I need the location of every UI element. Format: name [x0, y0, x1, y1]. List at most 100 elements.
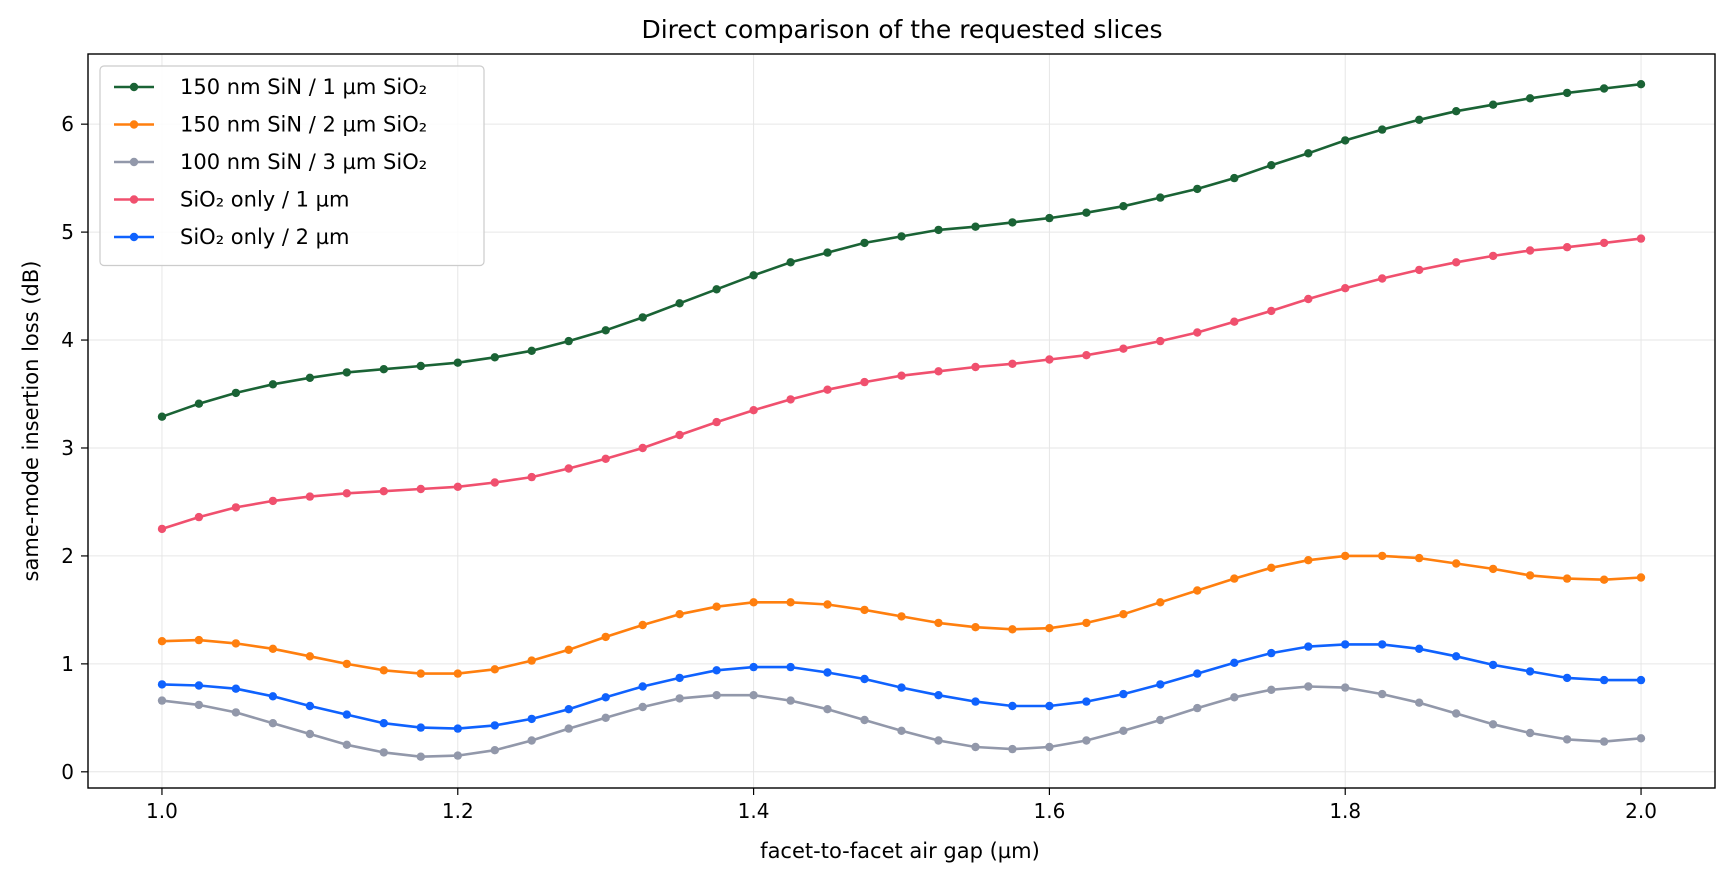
data-point — [194, 681, 204, 690]
data-point — [194, 700, 204, 710]
data-point — [971, 222, 980, 231]
data-point — [342, 659, 351, 669]
data-point — [934, 736, 943, 745]
data-point — [1156, 336, 1165, 346]
data-point — [1193, 703, 1202, 713]
legend-box — [99, 65, 485, 267]
data-point — [601, 632, 610, 642]
data-point — [1378, 551, 1387, 561]
data-point — [1415, 553, 1424, 563]
chart-title: Direct comparison of the requested slice… — [641, 15, 1162, 44]
data-point — [897, 683, 906, 692]
data-point — [675, 299, 684, 308]
data-point — [601, 713, 610, 722]
grid — [88, 54, 1715, 788]
series-3 — [157, 682, 1646, 761]
data-point — [638, 682, 647, 691]
data-point — [1082, 736, 1091, 745]
data-point — [1119, 344, 1128, 353]
data-point — [934, 618, 943, 628]
data-point — [268, 644, 278, 653]
data-point — [1378, 125, 1387, 134]
data-point — [268, 496, 278, 506]
data-point — [712, 417, 721, 427]
data-point — [1599, 575, 1609, 584]
data-point — [379, 748, 388, 757]
data-point — [1008, 744, 1017, 754]
data-point — [490, 721, 499, 730]
data-point — [157, 412, 167, 421]
legend-swatch-marker — [129, 120, 139, 129]
data-point — [971, 697, 980, 706]
data-point — [1488, 660, 1498, 670]
data-point — [1156, 715, 1165, 725]
data-point — [712, 666, 721, 675]
x-tick-label: 1.4 — [738, 799, 770, 823]
data-point — [268, 719, 278, 728]
data-point — [527, 472, 536, 482]
x-tick-label: 2.0 — [1625, 799, 1657, 823]
data-point — [675, 430, 684, 440]
data-point — [1488, 720, 1498, 729]
data-point — [1562, 574, 1572, 583]
data-point — [1193, 669, 1202, 678]
data-point — [1045, 742, 1054, 752]
data-point — [1045, 624, 1054, 633]
data-point — [416, 723, 425, 732]
data-point — [231, 503, 241, 512]
data-point — [231, 388, 241, 398]
data-point — [1525, 94, 1535, 103]
data-point — [564, 645, 573, 654]
data-point — [416, 484, 425, 494]
data-point — [1267, 563, 1276, 572]
data-point — [1525, 728, 1535, 738]
data-point — [453, 482, 462, 491]
data-point — [823, 668, 832, 677]
data-point — [823, 705, 832, 714]
data-point — [1415, 265, 1424, 275]
data-point — [1341, 640, 1350, 649]
legend-label: 150 nm SiN / 1 µm SiO₂ — [180, 75, 427, 99]
data-point — [1304, 149, 1313, 158]
data-point — [1636, 234, 1646, 243]
data-point — [157, 524, 167, 534]
data-point — [527, 656, 536, 665]
legend-item-1: 150 nm SiN / 1 µm SiO₂ — [114, 75, 427, 99]
data-point — [1525, 667, 1535, 676]
data-point — [1193, 184, 1202, 194]
data-point — [305, 652, 315, 661]
data-point — [453, 669, 462, 678]
data-point — [1636, 734, 1646, 743]
data-point — [749, 406, 758, 415]
data-point — [1156, 680, 1165, 689]
data-point — [1341, 683, 1350, 692]
data-point — [1156, 193, 1165, 202]
data-point — [1341, 551, 1350, 561]
data-point — [1525, 571, 1535, 580]
legend-swatch-marker — [129, 157, 139, 167]
data-point — [231, 684, 241, 693]
data-point — [675, 694, 684, 703]
data-point — [1452, 258, 1461, 267]
data-point — [712, 691, 721, 700]
legend-label: SiO₂ only / 2 µm — [180, 225, 350, 249]
data-point — [416, 361, 425, 371]
data-point — [453, 724, 462, 733]
data-point — [527, 714, 536, 724]
data-point — [305, 729, 315, 739]
y-tick-label: 5 — [61, 220, 74, 244]
data-point — [1341, 136, 1350, 145]
data-point — [342, 489, 351, 498]
series-1 — [157, 80, 1646, 421]
data-point — [897, 726, 906, 735]
data-point — [971, 623, 980, 632]
data-point — [1304, 682, 1313, 691]
legend: 150 nm SiN / 1 µm SiO₂ 150 nm SiN / 2 µm … — [99, 65, 485, 267]
legend-swatch-marker — [129, 195, 139, 204]
data-point — [786, 395, 795, 404]
data-point — [860, 715, 869, 725]
data-point — [860, 377, 869, 387]
data-point — [1525, 246, 1535, 255]
data-point — [860, 238, 869, 248]
data-point — [786, 696, 795, 705]
